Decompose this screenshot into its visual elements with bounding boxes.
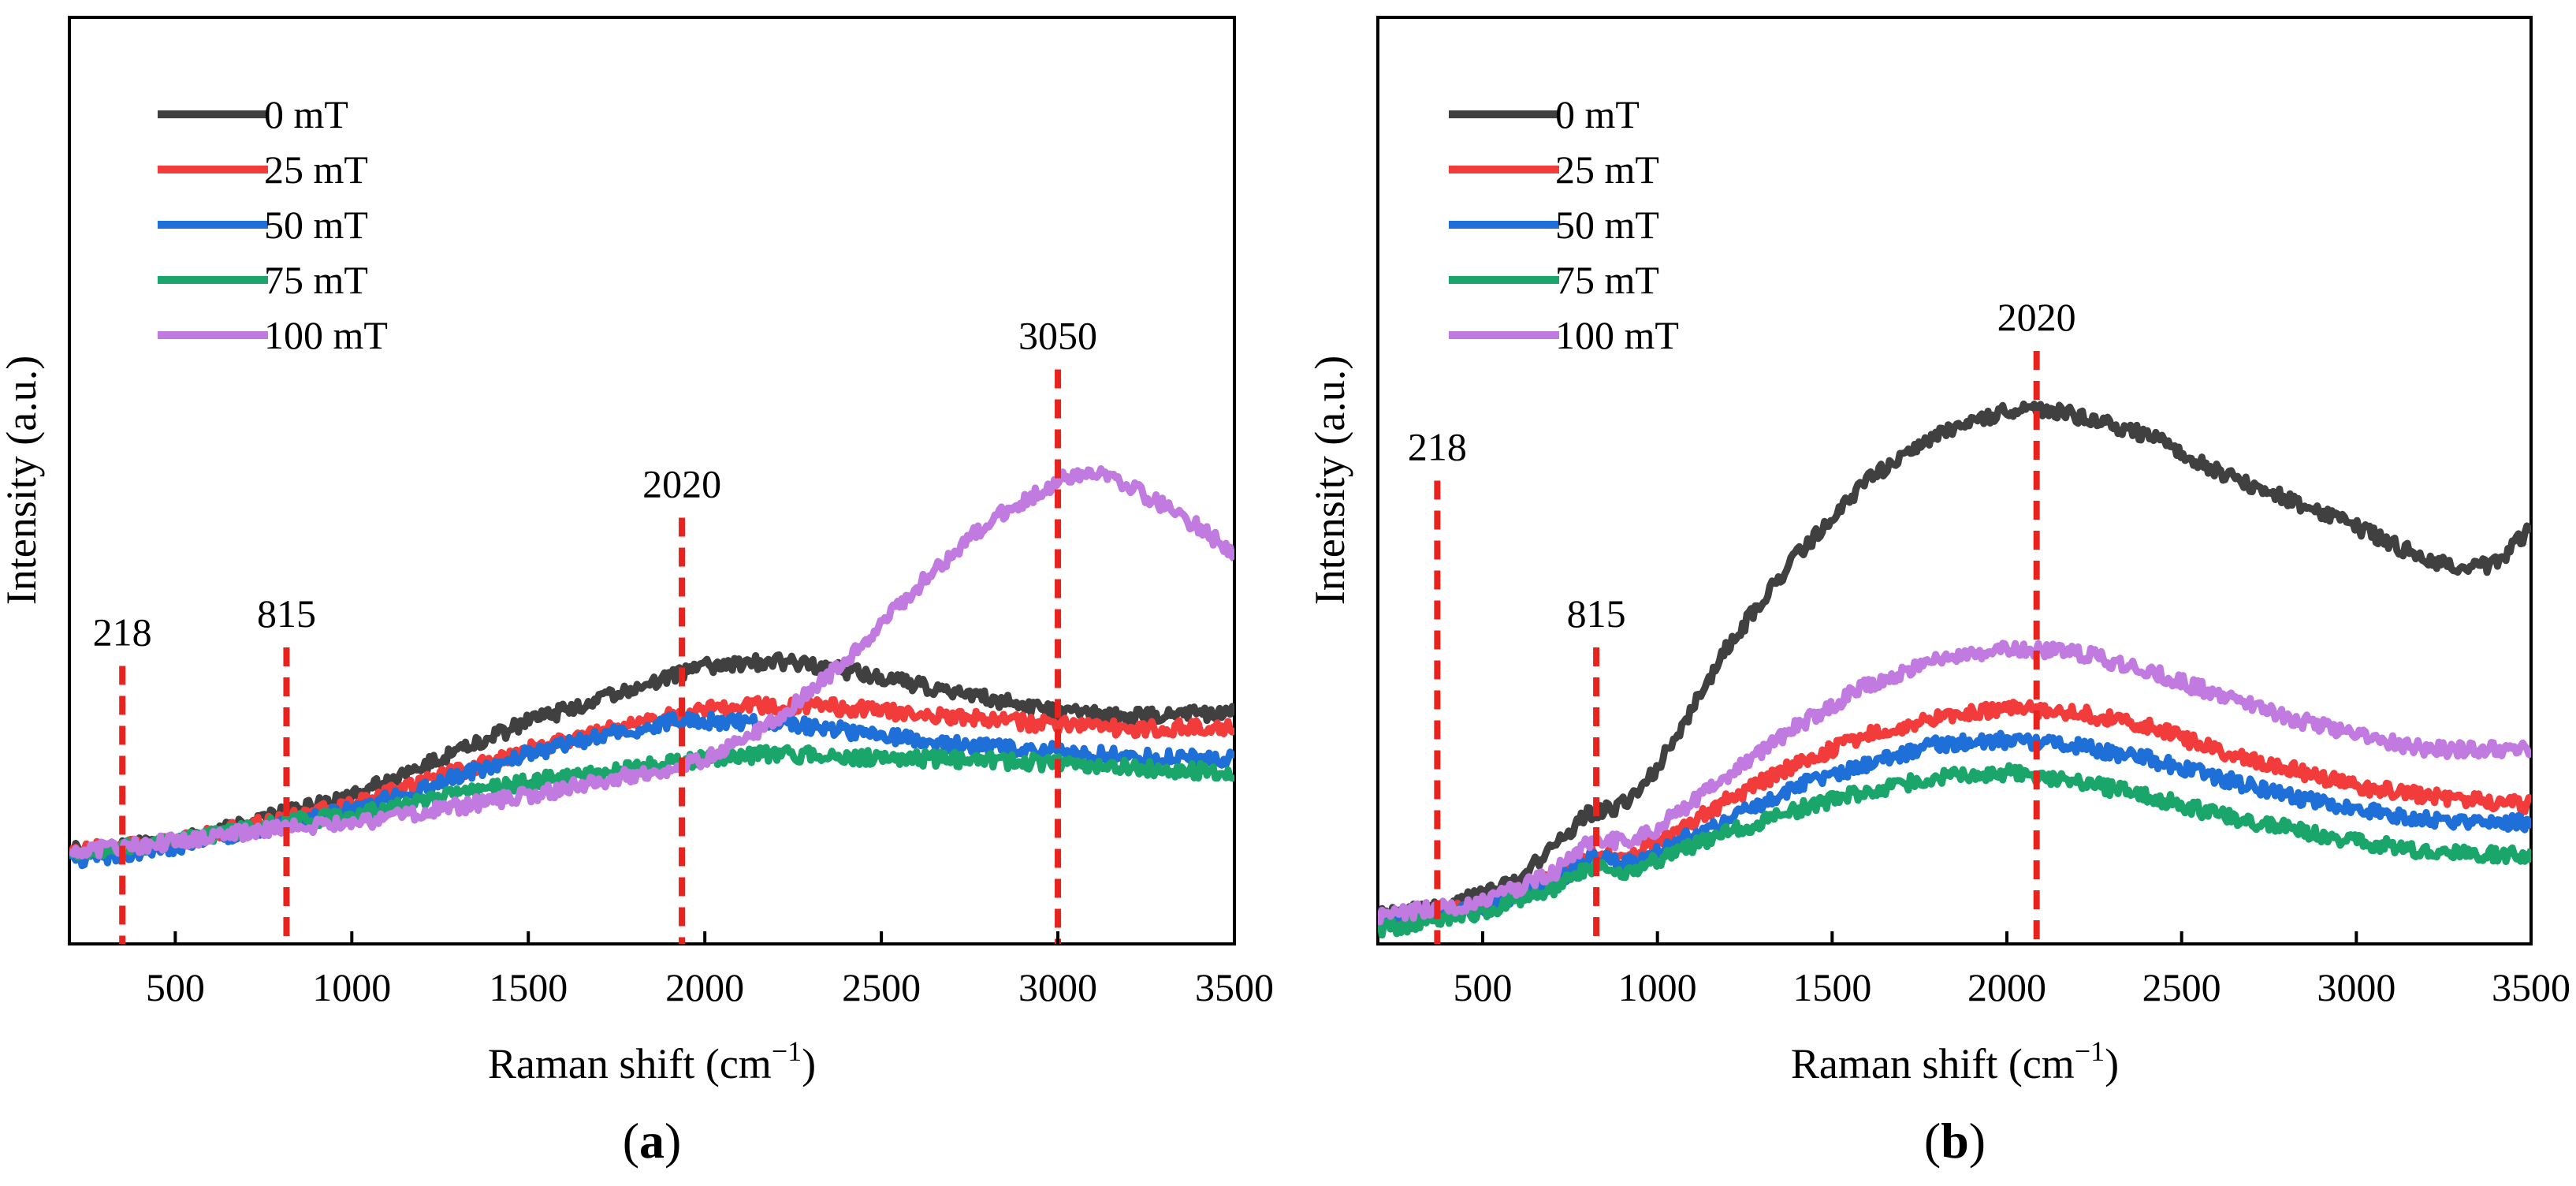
- peak-marker-label: 815: [1567, 591, 1626, 636]
- y-axis-label: Intensity (a.u.): [0, 356, 45, 605]
- legend-label: 50 mT: [1555, 203, 1659, 247]
- legend-label: 25 mT: [264, 147, 368, 192]
- panel-caption: (a): [623, 1113, 682, 1169]
- series-line: [1378, 729, 2531, 929]
- x-tick-label: 2500: [842, 965, 921, 1009]
- peak-marker-label: 3050: [1018, 314, 1097, 358]
- tick-layer: 500 1000 1500 2000 2500 3000 3500: [1454, 931, 2570, 1009]
- series-line: [69, 651, 1234, 861]
- panel-b: 218 815 2020 500 1000 1500 2000 2500 3000 3500 0…: [1306, 16, 2570, 1169]
- panel-a: 218 815 2020 3050 500 1000 1500 2000 2500 3000 35…: [0, 16, 1274, 1169]
- panel-caption: (b): [1924, 1113, 1986, 1169]
- peak-marker-label: 218: [93, 610, 152, 655]
- x-tick-label: 3500: [1195, 965, 1274, 1009]
- legend: 0 mT 25 mT 50 mT 75 mT 100 mT: [158, 92, 388, 357]
- x-tick-label: 3000: [1018, 965, 1097, 1009]
- series-line: [1378, 400, 2531, 926]
- legend-label: 75 mT: [1555, 258, 1659, 302]
- x-tick-label: 2000: [665, 965, 744, 1009]
- tick-layer: 500 1000 1500 2000 2500 3000 3500: [146, 931, 1274, 1009]
- legend-label: 25 mT: [1555, 147, 1659, 192]
- legend-label: 75 mT: [264, 258, 368, 302]
- peak-marker-label: 815: [257, 591, 316, 636]
- y-axis-label: Intensity (a.u.): [1306, 356, 1353, 605]
- series-line: [1378, 762, 2531, 939]
- peak-marker-label: 2020: [1997, 295, 2076, 339]
- plot-frame: [1376, 16, 2533, 945]
- x-tick-label: 2000: [1967, 965, 2046, 1009]
- x-tick-label: 500: [146, 965, 205, 1009]
- x-axis-label: Raman shift (cm−1): [488, 1035, 816, 1087]
- x-tick-label: 1500: [489, 965, 568, 1009]
- x-axis-label: Raman shift (cm−1): [1791, 1035, 2119, 1087]
- legend-label: 0 mT: [1555, 92, 1640, 136]
- annotation-layer: 218 815 2020: [1408, 295, 2076, 944]
- peak-marker-label: 218: [1408, 425, 1467, 469]
- legend: 0 mT 25 mT 50 mT 75 mT 100 mT: [1449, 92, 1679, 357]
- series-line: [1378, 640, 2531, 926]
- legend-label: 100 mT: [264, 313, 388, 357]
- x-tick-label: 1500: [1792, 965, 1871, 1009]
- series-line: [69, 465, 1234, 860]
- peak-marker-label: 2020: [642, 462, 721, 506]
- x-tick-label: 3500: [2492, 965, 2570, 1009]
- legend-label: 50 mT: [264, 203, 368, 247]
- series-layer: [1378, 400, 2531, 939]
- plot-frame: [68, 16, 1236, 945]
- x-tick-label: 2500: [2142, 965, 2221, 1009]
- x-tick-label: 500: [1454, 965, 1513, 1009]
- legend-label: 0 mT: [264, 92, 348, 136]
- x-tick-label: 1000: [312, 965, 391, 1009]
- legend-label: 100 mT: [1555, 313, 1679, 357]
- x-tick-label: 3000: [2317, 965, 2395, 1009]
- x-tick-label: 1000: [1618, 965, 1697, 1009]
- annotation-layer: 218 815 2020 3050: [93, 314, 1097, 944]
- series-layer: [69, 465, 1234, 870]
